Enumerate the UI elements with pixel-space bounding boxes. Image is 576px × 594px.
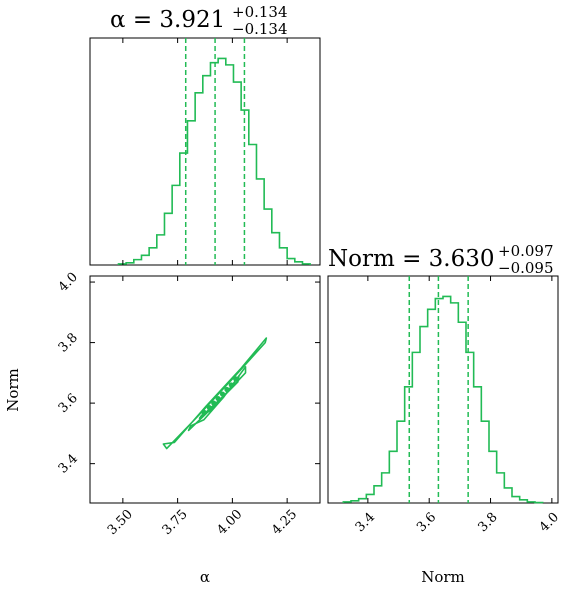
norm-hist-bin: [512, 497, 520, 503]
norm-hist-bin: [489, 451, 497, 503]
alpha-hist-bin: [187, 121, 195, 265]
norm-hist-bin: [504, 488, 512, 503]
alpha-tick-label: 4.00: [214, 507, 245, 538]
alpha-title-sup: +0.134: [232, 3, 288, 21]
contour-point: [228, 382, 234, 388]
norm-hist-bin: [474, 387, 482, 503]
alpha-title-sub: −0.134: [232, 20, 288, 38]
norm-histogram: [342, 295, 544, 504]
norm-hist-bin: [405, 387, 413, 503]
norm-x-tick-labels: 3.4 3.6 3.8 4.0: [353, 510, 562, 535]
norm-hist-bin: [466, 352, 474, 503]
norm-hist-bin: [481, 421, 489, 503]
norm-title: Norm = 3.630: [328, 246, 495, 272]
alpha-hist-bin: [203, 76, 211, 265]
contour-points: [201, 376, 239, 415]
norm-hist-bin: [412, 352, 420, 503]
alpha-tick-label: 3.75: [160, 507, 191, 538]
alpha-hist-bin: [256, 179, 264, 265]
alpha-hist-bin: [172, 185, 180, 265]
norm-y-tick-label: 3.8: [56, 330, 81, 355]
norm-hist-step-outline: [342, 295, 544, 504]
norm-hist-bin: [389, 451, 397, 503]
norm-x-tick-label: 3.8: [475, 510, 500, 535]
contour-point: [219, 391, 226, 397]
alpha-tick-label: 4.25: [269, 507, 300, 538]
norm-x-tick-label: 3.4: [353, 510, 378, 535]
alpha-hist-ticks: [122, 38, 288, 265]
norm-hist-bin: [428, 309, 436, 503]
contour-ticks: [90, 276, 320, 503]
contour-point: [206, 405, 212, 411]
alpha-hist-bin: [134, 260, 142, 265]
contour-point: [201, 409, 207, 415]
norm-y-tick-label: 3.4: [56, 451, 81, 476]
alpha-hist-bin: [157, 235, 165, 265]
contour-lines: [162, 337, 268, 450]
norm-hist-bin: [382, 473, 390, 503]
norm-hist-bin: [374, 486, 382, 503]
alpha-hist-bin: [149, 248, 157, 265]
norm-hist-bin: [397, 421, 405, 503]
alpha-hist-bin: [218, 58, 226, 265]
norm-y-tick-label: 3.6: [56, 391, 81, 416]
alpha-title: α = 3.921: [110, 7, 225, 33]
alpha-hist-bin: [279, 248, 287, 265]
panel-alpha-hist: α = 3.921 +0.134 −0.134: [89, 3, 321, 266]
alpha-hist-bin: [249, 145, 257, 265]
alpha-hist-step-outline: [117, 57, 311, 265]
alpha-tick-label: 3.50: [105, 507, 136, 538]
norm-x-tick-label: 3.6: [414, 510, 439, 535]
norm-hist-ticks: [367, 276, 553, 503]
alpha-hist-bin: [164, 213, 172, 265]
alpha-quantile-lines: [184, 38, 246, 265]
norm-hist-bin: [435, 299, 443, 503]
norm-title-sub: −0.095: [498, 259, 554, 277]
contour-point: [215, 395, 221, 402]
contour-point: [233, 376, 239, 382]
alpha-hist-bin: [272, 233, 280, 265]
alpha-hist-bin: [226, 65, 234, 265]
alpha-histogram: [117, 57, 311, 265]
norm-quantile-lines: [408, 276, 469, 503]
alpha-hist-bin: [195, 93, 203, 265]
contour-point: [211, 400, 217, 406]
alpha-hist-bin: [141, 255, 149, 265]
panel-alpha-norm: 3.50 3.75 4.00 4.25 3.4 3.6 3.8 4.0 α Norm: [4, 270, 321, 586]
alpha-tick-labels: 3.50 3.75 4.00 4.25: [105, 507, 300, 538]
contour-level-2: [187, 365, 247, 432]
norm-hist-bin: [443, 296, 451, 503]
x-axis-label-norm: Norm: [421, 568, 465, 586]
norm-hist-bin: [420, 327, 428, 503]
y-axis-label-norm: Norm: [4, 368, 22, 412]
norm-title-sup: +0.097: [498, 242, 554, 260]
alpha-hist-bin: [210, 63, 218, 265]
alpha-hist-bin: [233, 82, 241, 265]
panel-norm-hist: 3.4 3.6 3.8 4.0 Norm = 3.630 +0.097 −0.095 …: [327, 242, 562, 586]
norm-hist-bin: [497, 473, 505, 503]
x-axis-label-alpha: α: [200, 568, 210, 586]
contour-point: [224, 386, 230, 393]
norm-hist-bin: [458, 322, 466, 503]
alpha-hist-bin: [264, 209, 272, 265]
norm-y-tick-label: 4.0: [56, 270, 81, 295]
norm-hist-bin: [451, 303, 459, 503]
alpha-hist-bin: [287, 259, 295, 265]
norm-x-tick-label: 4.0: [537, 510, 562, 535]
contour-level-1: [162, 337, 268, 450]
norm-y-tick-labels: 3.4 3.6 3.8 4.0: [56, 270, 81, 477]
